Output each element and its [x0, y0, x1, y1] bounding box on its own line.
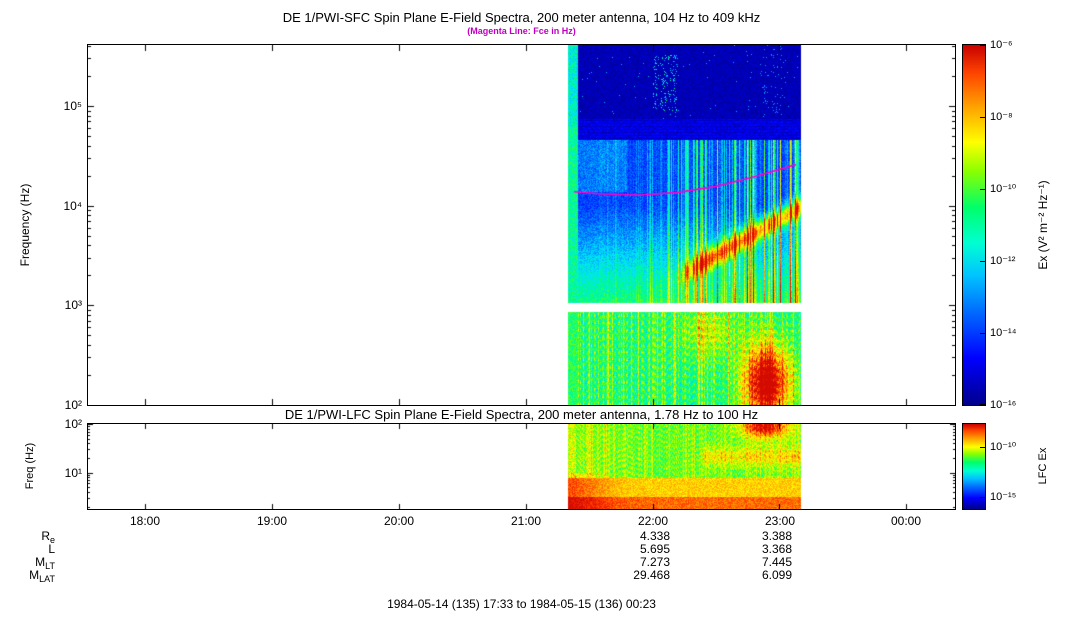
- lfc-spectrogram-canvas: [88, 424, 955, 509]
- lfc-colorbar: [962, 423, 986, 510]
- sfc-ytick-1e3: 10³: [64, 298, 82, 312]
- sfc-colorbar: [962, 44, 986, 406]
- sfc-colorbar-tick-1e-10: 10⁻¹⁰: [990, 183, 1017, 195]
- eph-label-mlat: MLAT: [15, 568, 55, 585]
- lfc-ytick-1e1: 10¹: [64, 466, 82, 480]
- sfc-colorbar-tick-1e-16: 10⁻¹⁶: [990, 399, 1017, 411]
- eph-label-mlt-sub: LT: [45, 561, 55, 571]
- sfc-ytick-1e2: 10²: [64, 398, 82, 412]
- eph-mlt-value-col1: 7.273: [639, 555, 670, 569]
- date-range: 1984-05-14 (135) 17:33 to 1984-05-15 (13…: [387, 597, 656, 611]
- sfc-plot-area: [87, 44, 956, 406]
- colorbar-tickmark: [980, 189, 985, 190]
- xtick-2200: 22:00: [637, 514, 669, 528]
- lfc-y-axis-label: Freq (Hz): [24, 442, 36, 490]
- sfc-colorbar-tick-1e-6: 10⁻⁶: [990, 39, 1013, 51]
- lfc-ytick-1e2: 10²: [64, 417, 82, 431]
- eph-label-re: Re: [15, 529, 55, 546]
- lfc-plot-area: [87, 423, 956, 510]
- colorbar-tickmark: [980, 446, 985, 448]
- eph-re-value-col1: 4.338: [639, 529, 670, 543]
- eph-label-mlat-sub: LAT: [39, 574, 55, 584]
- sfc-spectrogram-canvas: [88, 45, 955, 405]
- eph-label-re-sub: e: [49, 535, 55, 545]
- sfc-title: DE 1/PWI-SFC Spin Plane E-Field Spectra,…: [282, 10, 761, 25]
- lfc-title: DE 1/PWI-LFC Spin Plane E-Field Spectra,…: [88, 407, 955, 422]
- sfc-colorbar-tick-1e-14: 10⁻¹⁴: [990, 327, 1017, 339]
- eph-label-mlt: MLT: [15, 555, 55, 572]
- lfc-colorbar-label: LFC Ex: [1037, 447, 1049, 485]
- eph-re-value-col2: 3.388: [761, 529, 792, 543]
- sfc-colorbar-tick-1e-8: 10⁻⁸: [990, 111, 1013, 123]
- colorbar-tickmark: [980, 117, 985, 118]
- sfc-colorbar-label: Ex (V² m⁻² Hz⁻¹): [1036, 180, 1050, 270]
- eph-label-mlat-main: M: [29, 568, 40, 582]
- eph-label-re-main: R: [41, 529, 50, 543]
- eph-label-l-main: L: [48, 542, 55, 556]
- xtick-2300: 23:00: [764, 514, 796, 528]
- eph-label-l: L: [15, 543, 55, 556]
- sfc-colorbar-tick-1e-12: 10⁻¹²: [990, 255, 1016, 267]
- xtick-2100: 21:00: [510, 514, 542, 528]
- xtick-2000: 20:00: [383, 514, 415, 528]
- sfc-y-axis-label: Frequency (Hz): [18, 183, 32, 267]
- xtick-1900: 19:00: [256, 514, 288, 528]
- xtick-1800: 18:00: [129, 514, 161, 528]
- sfc-subtitle: (Magenta Line: Fce in Hz): [467, 26, 576, 36]
- xtick-0000: 00:00: [890, 514, 922, 528]
- eph-l-value-col2: 3.368: [761, 542, 792, 556]
- colorbar-tickmark: [980, 497, 985, 499]
- colorbar-tickmark: [980, 261, 985, 262]
- colorbar-tickmark: [980, 333, 985, 334]
- lfc-colorbar-tick-1e-10: 10⁻¹⁰: [990, 441, 1017, 453]
- colorbar-tickmark: [980, 45, 985, 46]
- eph-mlat-value-col2: 6.099: [761, 568, 792, 582]
- eph-label-mlt-main: M: [35, 555, 46, 569]
- sfc-ytick-1e5: 10⁵: [63, 99, 82, 113]
- eph-l-value-col1: 5.695: [639, 542, 670, 556]
- sfc-ytick-1e4: 10⁴: [63, 199, 82, 213]
- eph-mlt-value-col2: 7.445: [761, 555, 792, 569]
- colorbar-tickmark: [980, 404, 985, 405]
- lfc-colorbar-tick-1e-15: 10⁻¹⁵: [990, 491, 1017, 503]
- eph-mlat-value-col1: 29.468: [633, 568, 670, 582]
